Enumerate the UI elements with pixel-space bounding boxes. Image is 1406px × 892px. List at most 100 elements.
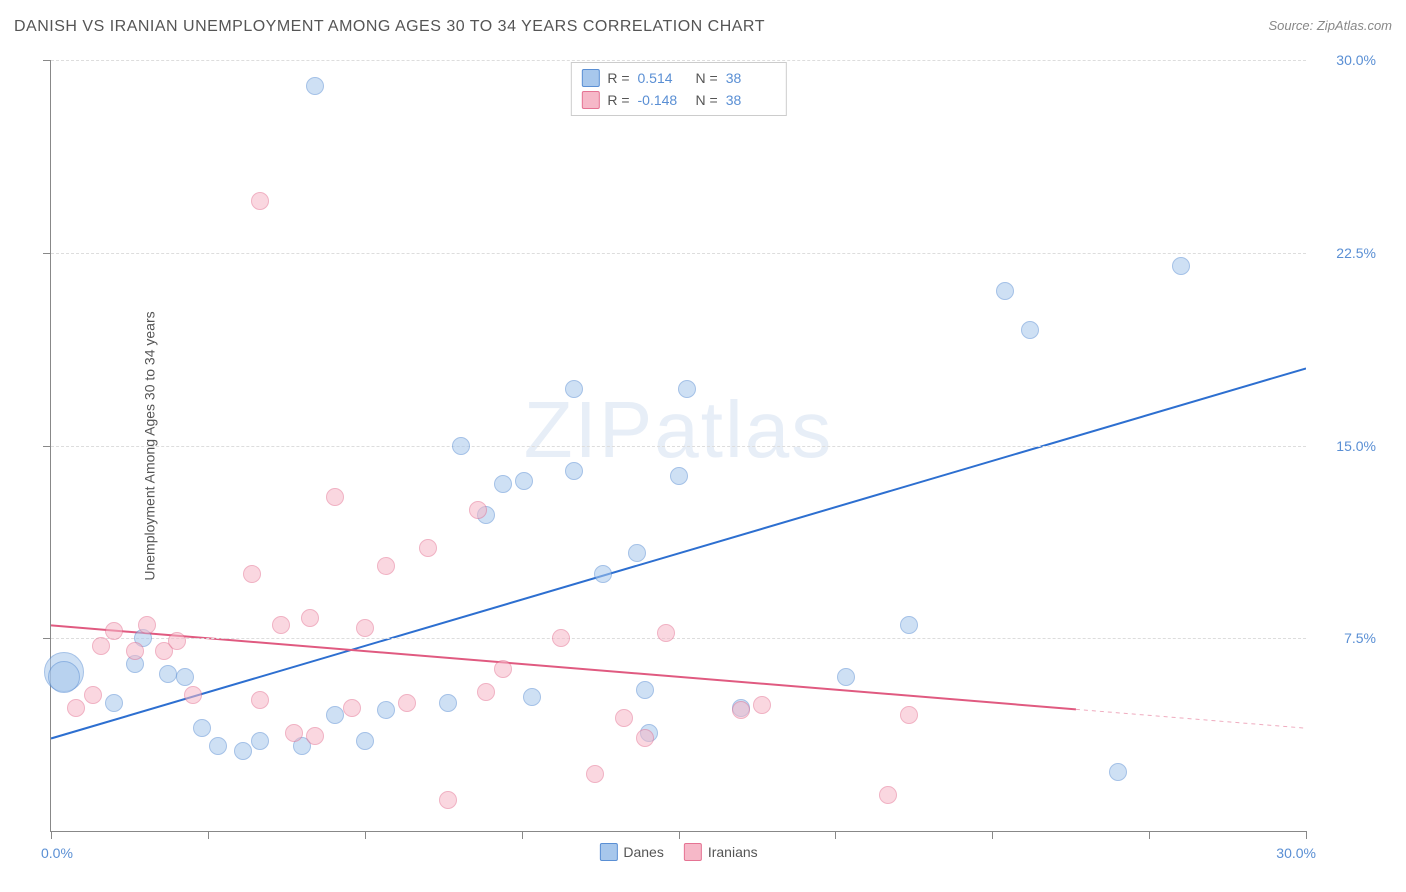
data-point [477,683,495,701]
data-point [272,616,290,634]
data-point [343,699,361,717]
x-tick [365,831,366,839]
grid-line [51,253,1306,254]
data-point [1109,763,1127,781]
data-point [138,616,156,634]
data-point [159,665,177,683]
data-point [732,701,750,719]
data-point [356,732,374,750]
data-point [996,282,1014,300]
data-point [326,488,344,506]
y-tick [43,253,51,254]
data-point [678,380,696,398]
legend-swatch [581,91,599,109]
y-tick [43,60,51,61]
x-axis-max-label: 30.0% [1276,845,1316,861]
data-point [515,472,533,490]
data-point [126,642,144,660]
data-point [48,661,80,693]
series-legend: Danes Iranians [599,843,757,861]
data-point [306,727,324,745]
data-point [168,632,186,650]
data-point [586,765,604,783]
data-point [377,557,395,575]
x-tick [1306,831,1307,839]
data-point [398,694,416,712]
x-tick [51,831,52,839]
data-point [184,686,202,704]
data-point [594,565,612,583]
n-value: 38 [726,70,776,86]
grid-line [51,638,1306,639]
data-point [251,192,269,210]
n-label: N = [696,70,718,86]
data-point [494,475,512,493]
stats-legend-row: R =0.514N =38 [581,67,775,89]
trend-line [51,368,1306,738]
data-point [670,467,688,485]
data-point [326,706,344,724]
data-point [176,668,194,686]
x-axis-min-label: 0.0% [41,845,73,861]
data-point [900,706,918,724]
correlation-chart: Unemployment Among Ages 30 to 34 years Z… [50,60,1306,832]
stats-legend-row: R = -0.148 N = 38 [581,89,775,111]
legend-label: Danes [623,844,663,860]
data-point [452,437,470,455]
x-tick [835,831,836,839]
data-point [753,696,771,714]
chart-header: DANISH VS IRANIAN UNEMPLOYMENT AMONG AGE… [14,18,1392,48]
x-tick [522,831,523,839]
trend-line-extrapolated [1076,709,1306,728]
n-value: 38 [726,92,776,108]
data-point [301,609,319,627]
grid-line [51,446,1306,447]
data-point [193,719,211,737]
r-label: R = [607,70,629,86]
data-point [552,629,570,647]
data-point [251,732,269,750]
data-point [306,77,324,95]
data-point [234,742,252,760]
data-point [377,701,395,719]
data-point [636,681,654,699]
data-point [837,668,855,686]
data-point [67,699,85,717]
legend-swatch [581,69,599,87]
y-tick-label: 22.5% [1316,245,1376,261]
grid-line [51,60,1306,61]
data-point [628,544,646,562]
data-point [105,622,123,640]
y-tick-label: 15.0% [1316,438,1376,454]
x-tick [992,831,993,839]
y-tick [43,446,51,447]
data-point [657,624,675,642]
legend-item: Danes [599,843,663,861]
data-point [1021,321,1039,339]
data-point [636,729,654,747]
data-point [900,616,918,634]
r-value: -0.148 [638,92,688,108]
data-point [84,686,102,704]
data-point [523,688,541,706]
y-tick-label: 30.0% [1316,52,1376,68]
y-tick [43,638,51,639]
legend-label: Iranians [708,844,758,860]
data-point [565,380,583,398]
data-point [1172,257,1190,275]
data-point [879,786,897,804]
r-label: R = [607,92,629,108]
n-label: N = [696,92,718,108]
data-point [615,709,633,727]
chart-source: Source: ZipAtlas.com [1268,18,1392,33]
chart-title: DANISH VS IRANIAN UNEMPLOYMENT AMONG AGE… [14,18,765,35]
data-point [439,791,457,809]
x-tick [208,831,209,839]
data-point [469,501,487,519]
x-tick [679,831,680,839]
legend-swatch [684,843,702,861]
data-point [92,637,110,655]
stats-legend: R =0.514N =38R =-0.148N =38 [570,62,786,116]
data-point [439,694,457,712]
data-point [285,724,303,742]
